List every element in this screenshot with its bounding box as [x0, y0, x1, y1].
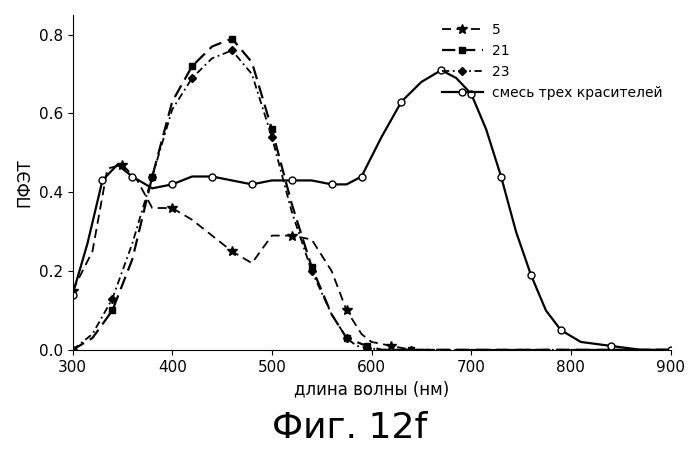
Y-axis label: ПФЭТ: ПФЭТ	[15, 158, 33, 207]
Legend: 5, 21, 23, смесь трех красителей: 5, 21, 23, смесь трех красителей	[436, 18, 668, 106]
Text: Фиг. 12f: Фиг. 12f	[272, 411, 428, 445]
X-axis label: длина волны (нм): длина волны (нм)	[294, 380, 449, 398]
